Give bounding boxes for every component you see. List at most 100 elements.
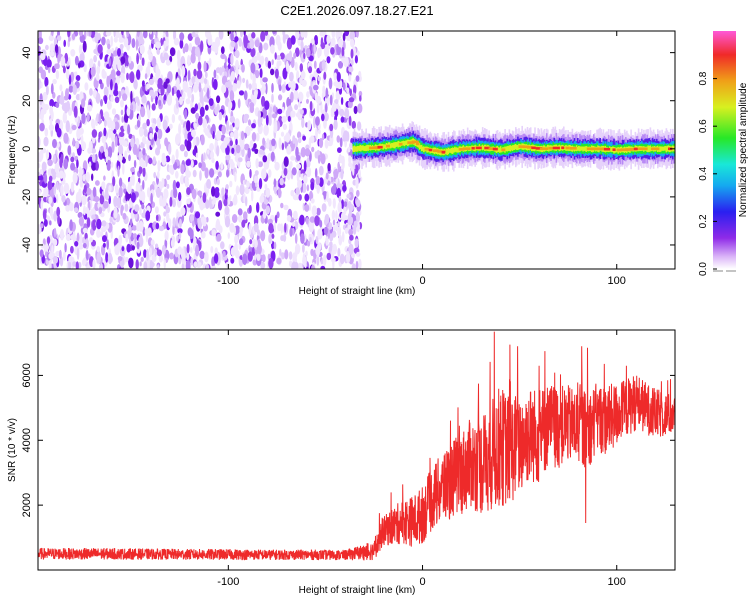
spectrogram-noise-cell: [319, 31, 325, 37]
spectrogram-noise-cell: [176, 235, 179, 242]
spectrogram-noise-cell: [272, 113, 277, 119]
spectrogram-noise-cell: [249, 139, 254, 149]
spectrogram-noise-cell: [254, 69, 260, 79]
spectrogram-noise-cell: [105, 252, 109, 263]
spectrogram-noise-cell: [88, 161, 92, 168]
spectrogram-signal-core: [625, 148, 633, 151]
spectrogram-noise-cell: [337, 147, 342, 154]
spectrogram-noise-cell: [290, 91, 294, 103]
spectrogram-signal-core: [621, 148, 629, 151]
spectrogram-noise-cell: [257, 116, 262, 128]
spectrogram-noise-cell: [199, 106, 205, 118]
spectrogram-noise-cell: [72, 172, 78, 184]
spectrogram-noise-cell: [118, 134, 125, 146]
spectrogram-noise-cell: [350, 59, 354, 66]
spectrogram-noise-cell: [106, 239, 109, 250]
spectrogram-noise-cell: [204, 104, 209, 111]
spectrogram-noise-cell: [261, 95, 266, 107]
spectrogram-noise-cell: [142, 147, 146, 156]
spectrogram-signal-cell: [364, 146, 366, 151]
spectrogram-noise-cell: [53, 184, 57, 196]
spectrogram-noise-cell: [98, 206, 103, 214]
spectrogram-noise-cell: [237, 98, 241, 109]
spectrogram-signal-core: [433, 149, 439, 152]
spectrogram-noise-cell: [263, 124, 269, 136]
spectrogram-noise-cell: [49, 43, 55, 53]
spectrogram-noise-cell: [220, 53, 226, 60]
spectrogram-noise-cell: [84, 82, 89, 91]
spectrogram-noise-cell: [47, 159, 53, 167]
spectrogram-noise-cell: [122, 163, 125, 175]
spectrogram-noise-cell: [44, 127, 49, 137]
spectrogram-noise-cell: [234, 36, 239, 42]
spectrogram-noise-cell: [155, 72, 160, 79]
spectrogram-noise-cell: [279, 177, 285, 186]
spectrogram-signal-core: [595, 147, 601, 151]
spectrogram-noise-cell: [136, 31, 140, 38]
spectrogram-noise-cell: [350, 48, 354, 59]
spectrogram-noise-cell: [106, 101, 112, 110]
spectrogram-noise-cell: [80, 134, 84, 146]
spectrogram-signal-cell: [648, 145, 650, 152]
spectrogram-noise-cell: [72, 137, 75, 147]
spectrogram-noise-cell: [180, 164, 185, 175]
spectrogram-noise-cell: [194, 211, 201, 219]
spectrogram-noise-cell: [52, 78, 57, 85]
spectrogram-noise-cell: [165, 155, 170, 162]
spectrogram-noise-cell: [186, 187, 191, 196]
snr-panel: -100 0 100 2000 4000 6000 Height of straight…: [7, 329, 676, 596]
spectrogram-noise-cell: [340, 97, 344, 105]
spectrogram-noise-cell: [85, 249, 89, 261]
spectrogram-noise-cell: [241, 63, 245, 73]
spectrogram-noise-cell: [103, 141, 106, 153]
spectrogram-noise-cell: [121, 116, 124, 123]
spectrogram-noise-cell: [172, 199, 176, 208]
spectrogram-noise-cell: [231, 214, 238, 223]
spectrogram-noise-cell: [190, 159, 194, 168]
spectrogram-noise-cell: [353, 220, 358, 228]
spectrogram-noise-cell: [282, 123, 287, 130]
colorbar-tick-label: 0.2: [698, 214, 709, 228]
spectrogram-noise-cell: [243, 113, 250, 120]
spectrogram-frame: [37, 30, 676, 270]
spectrogram-noise-cell: [290, 35, 296, 45]
spectrogram-signal-cell: [418, 143, 421, 150]
spectrogram-noise-cell: [262, 137, 266, 147]
spectrogram-noise-cell: [300, 233, 305, 245]
spectrogram-noise-cell: [50, 83, 54, 95]
spectrogram-noise-cell: [116, 70, 121, 76]
spectrogram-noise-cell: [310, 181, 315, 191]
spectrogram-noise-cell: [123, 122, 129, 131]
spectrogram-noise-cell: [55, 70, 60, 80]
spectrogram-noise-cell: [303, 256, 307, 263]
spectrogram-noise-cell: [92, 219, 97, 231]
spectrogram-noise-cell: [105, 31, 112, 37]
spectrogram-noise-cell: [347, 100, 353, 109]
spectrogram-noise-cell: [335, 223, 339, 231]
spectrogram-noise-cell: [289, 227, 293, 237]
spectrogram-noise-cell: [273, 222, 277, 233]
spectrogram-noise-cell: [349, 142, 353, 149]
spectrogram-noise-cell: [230, 31, 234, 42]
spectrogram-noise-cell: [287, 115, 291, 122]
spectrogram-noise-cell: [118, 144, 124, 156]
spectrogram-noise-cell: [76, 232, 80, 242]
spectrogram-noise-cell: [251, 32, 256, 39]
spectrogram-noise-cell: [261, 83, 266, 94]
spectrogram-noise-cell: [309, 236, 312, 243]
spectrogram-noise-cell: [130, 90, 133, 103]
spectrogram-noise-cell: [275, 34, 281, 46]
spectrogram-signal-cell: [512, 145, 515, 151]
spectrogram-noise-cell: [193, 83, 199, 93]
spectrogram-noise-cell: [248, 223, 252, 236]
spectrogram-noise-cell: [302, 135, 306, 141]
spectrogram-noise-cell: [256, 51, 261, 61]
spectrogram-x-tick-label: 0: [419, 275, 425, 287]
spectrogram-signal-core: [633, 147, 638, 151]
spectrogram-noise-cell: [223, 62, 227, 69]
spectrogram-noise-cell: [175, 170, 179, 179]
spectrogram-noise-cell: [234, 234, 239, 244]
spectrogram-signal-cell: [664, 146, 666, 151]
spectrogram-noise-cell: [343, 205, 347, 215]
spectrogram-noise-cell: [337, 38, 344, 48]
